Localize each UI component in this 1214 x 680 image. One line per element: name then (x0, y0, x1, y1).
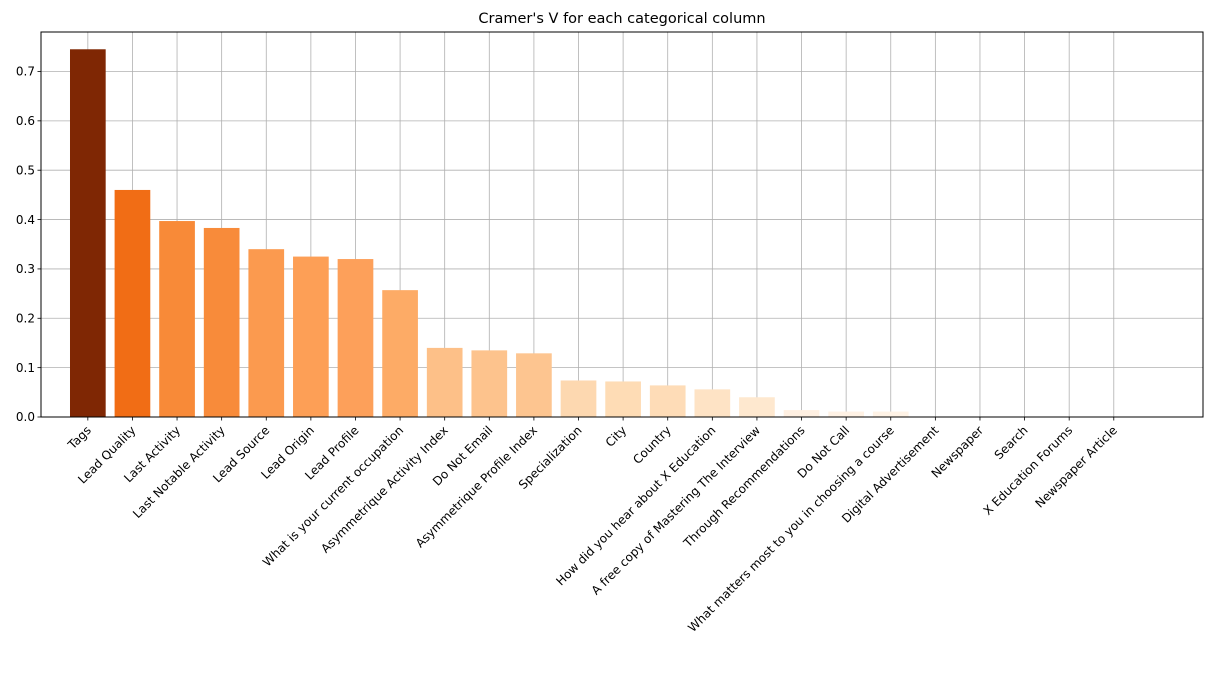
y-tick-label: 0.1 (16, 361, 35, 375)
bar (426, 347, 463, 417)
chart-title: Cramer's V for each categorical column (478, 11, 765, 27)
x-tick-label: Newspaper Article (1032, 423, 1119, 510)
y-tick-label: 0.4 (16, 213, 35, 227)
bar (739, 397, 775, 417)
plot-frame (40, 31, 1204, 418)
bar (203, 227, 240, 417)
bar (337, 259, 374, 417)
bar (872, 411, 909, 417)
bar (783, 410, 820, 417)
x-tick-label: A free copy of Mastering The Interview (589, 423, 764, 598)
bars-layer (69, 49, 909, 418)
bar (114, 189, 151, 417)
bar (69, 49, 106, 418)
y-tick-label: 0.7 (16, 65, 35, 79)
bar (471, 350, 508, 417)
bar (382, 290, 418, 417)
y-axis: 0.0 0.1 0.2 0.3 0.4 0.5 0.6 0.7 (16, 65, 41, 424)
y-tick-label: 0.0 (16, 410, 35, 424)
y-tick-label: 0.3 (16, 262, 35, 276)
x-tick-label: What matters most to you in choosing a c… (685, 423, 897, 635)
bar (649, 385, 686, 417)
x-tick-label: How did you hear about X Education (553, 423, 718, 588)
x-tick-label: Search (992, 423, 1031, 462)
y-tick-label: 0.5 (16, 163, 35, 177)
x-tick-label: X Education Forums (981, 423, 1076, 518)
bar (248, 249, 285, 417)
bar (293, 256, 329, 417)
x-tick-label: Tags (65, 423, 94, 452)
bar (516, 353, 552, 417)
y-tick-label: 0.2 (16, 311, 35, 325)
bar (560, 380, 597, 417)
bar (694, 389, 731, 417)
bar (159, 221, 195, 417)
x-tick-label: Country (630, 423, 674, 467)
bar (605, 381, 641, 417)
bar (828, 411, 864, 417)
x-tick-label: City (603, 423, 630, 450)
y-tick-label: 0.6 (16, 114, 35, 128)
